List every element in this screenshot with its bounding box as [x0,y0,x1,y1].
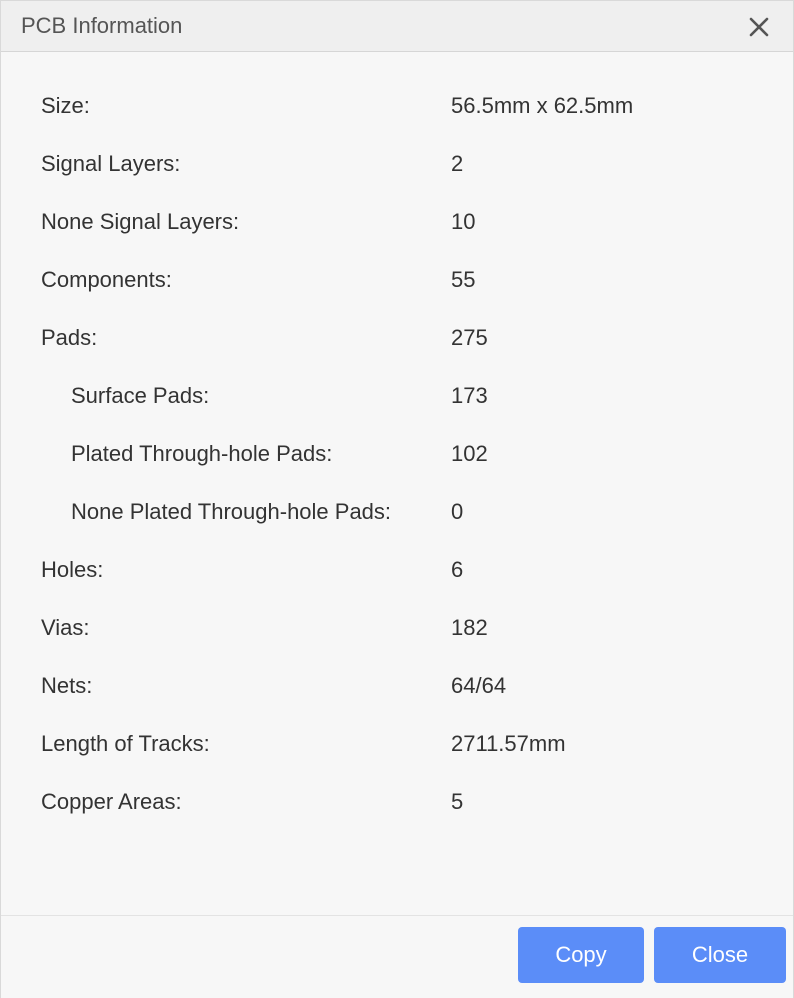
info-value: 6 [451,557,464,582]
info-value: 2711.57mm [451,731,566,756]
info-label: Vias: [41,615,90,640]
dialog-titlebar: PCB Information [1,1,793,52]
info-row-size: Size: 56.5mm x 62.5mm [1,77,793,135]
info-row-signal-layers: Signal Layers: 2 [1,135,793,193]
info-row-none-plated-through-hole-pads: None Plated Through-hole Pads: 0 [1,483,793,541]
info-row-components: Components: 55 [1,251,793,309]
info-value: 275 [451,325,488,350]
dialog-title: PCB Information [21,13,183,38]
info-label: Plated Through-hole Pads: [71,441,333,466]
info-value: 55 [451,267,476,292]
info-label: Surface Pads: [71,383,210,408]
info-row-plated-through-hole-pads: Plated Through-hole Pads: 102 [1,425,793,483]
info-value: 56.5mm x 62.5mm [451,93,634,118]
info-label: Components: [41,267,172,292]
info-list: Size: 56.5mm x 62.5mm Signal Layers: 2 N… [1,52,793,914]
info-row-holes: Holes: 6 [1,541,793,599]
info-row-copper-areas: Copper Areas: 5 [1,773,793,831]
close-icon[interactable] [743,11,775,43]
close-button[interactable]: Close [654,927,786,983]
info-value: 0 [451,499,464,524]
info-value: 173 [451,383,488,408]
info-row-none-signal-layers: None Signal Layers: 10 [1,193,793,251]
info-row-pads: Pads: 275 [1,309,793,367]
info-label: Nets: [41,673,93,698]
info-value: 10 [451,209,476,234]
info-label: None Plated Through-hole Pads: [71,499,392,524]
dialog-footer: Copy Close [1,915,793,998]
copy-button[interactable]: Copy [518,927,644,983]
info-value: 5 [451,789,464,814]
info-label: Copper Areas: [41,789,182,814]
info-value: 102 [451,441,488,466]
info-row-vias: Vias: 182 [1,599,793,657]
info-row-surface-pads: Surface Pads: 173 [1,367,793,425]
info-label: Pads: [41,325,98,350]
info-row-nets: Nets: 64/64 [1,657,793,715]
info-label: Length of Tracks: [41,731,210,756]
info-label: Signal Layers: [41,151,181,176]
info-label: None Signal Layers: [41,209,240,234]
info-row-length-of-tracks: Length of Tracks: 2711.57mm [1,715,793,773]
info-value: 64/64 [451,673,507,698]
info-label: Holes: [41,557,104,582]
info-value: 182 [451,615,488,640]
info-value: 2 [451,151,464,176]
info-label: Size: [41,93,90,118]
